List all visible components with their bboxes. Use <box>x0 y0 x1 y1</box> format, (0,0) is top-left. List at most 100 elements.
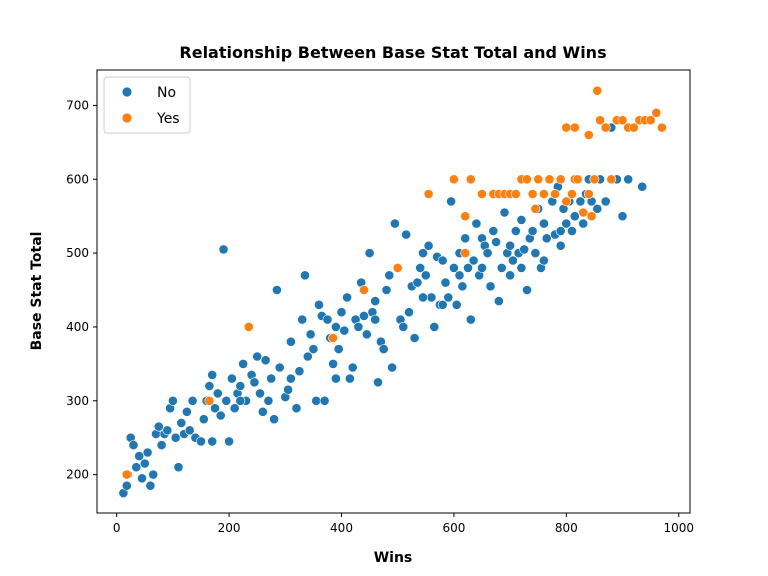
point-no <box>516 262 527 273</box>
point-yes <box>589 174 600 185</box>
point-no <box>291 403 302 414</box>
point-no <box>218 244 229 255</box>
point-no <box>359 310 369 321</box>
x-axis: 0 200 400 600 800 1000 <box>113 513 694 535</box>
point-no <box>142 447 153 458</box>
point-yes <box>448 174 459 185</box>
point-no <box>505 270 515 281</box>
point-no <box>505 240 515 251</box>
point-no <box>330 321 341 332</box>
point-no <box>600 196 611 207</box>
point-no <box>539 218 549 229</box>
point-yes <box>533 174 544 185</box>
point-no <box>229 403 240 414</box>
point-no <box>465 314 476 325</box>
point-yes <box>392 262 403 273</box>
point-no <box>437 299 448 310</box>
point-no <box>541 233 552 244</box>
point-yes <box>645 115 656 126</box>
point-yes <box>530 203 541 214</box>
point-no <box>347 362 358 373</box>
x-tick-label: 200 <box>218 521 241 535</box>
point-no <box>409 333 420 343</box>
point-no <box>378 344 389 354</box>
point-yes <box>583 189 594 199</box>
point-no <box>519 244 530 255</box>
point-no <box>162 425 173 436</box>
point-no <box>387 362 397 373</box>
point-no <box>370 314 381 325</box>
point-no <box>491 237 501 247</box>
point-yes <box>595 115 605 126</box>
point-no <box>527 226 538 236</box>
legend-marker-yes <box>121 112 133 124</box>
point-no <box>415 262 426 273</box>
point-no <box>567 226 577 236</box>
point-no <box>339 325 350 336</box>
point-no <box>285 373 296 384</box>
point-yes <box>578 207 589 218</box>
point-no <box>510 226 521 236</box>
point-no <box>516 214 527 225</box>
point-yes <box>606 174 617 185</box>
x-tick-label: 400 <box>330 521 353 535</box>
point-no <box>148 469 159 480</box>
point-no <box>440 277 451 288</box>
point-no <box>221 395 232 406</box>
point-no <box>263 395 274 406</box>
point-yes <box>121 469 132 480</box>
point-no <box>555 226 566 236</box>
point-no <box>429 321 440 332</box>
y-axis-title: Base Stat Total <box>29 232 45 351</box>
point-no <box>457 281 468 292</box>
point-no <box>260 355 271 366</box>
point-no <box>226 373 237 384</box>
point-no <box>238 358 248 369</box>
point-no <box>224 436 234 447</box>
point-no <box>353 321 364 332</box>
point-no <box>477 262 487 273</box>
point-no <box>451 299 462 310</box>
point-no <box>460 233 471 244</box>
point-no <box>300 270 310 281</box>
point-no <box>330 373 341 384</box>
legend: No Yes <box>103 76 191 134</box>
point-no <box>384 270 395 281</box>
plot-frame <box>96 69 691 514</box>
point-no <box>575 196 586 207</box>
point-no <box>364 248 375 258</box>
point-no <box>437 255 448 266</box>
point-no <box>283 384 293 395</box>
point-yes <box>617 115 628 126</box>
point-no <box>252 351 263 362</box>
point-yes <box>572 174 583 185</box>
y-tick-label: 200 <box>66 468 89 482</box>
point-no <box>361 329 372 340</box>
point-yes <box>460 248 471 258</box>
y-tick-label: 700 <box>66 98 89 112</box>
point-yes <box>243 321 254 332</box>
point-no <box>401 229 411 240</box>
point-no <box>173 462 184 473</box>
point-no <box>176 417 187 428</box>
point-no <box>145 480 156 491</box>
point-no <box>493 296 504 306</box>
point-yes <box>544 174 555 185</box>
point-no <box>373 377 383 388</box>
point-no <box>311 395 322 406</box>
point-no <box>184 425 195 436</box>
point-no <box>212 388 223 399</box>
point-no <box>333 344 344 354</box>
point-no <box>137 473 147 484</box>
point-no <box>235 381 246 391</box>
point-no <box>530 248 541 258</box>
point-no <box>578 218 589 229</box>
point-no <box>454 270 465 281</box>
point-yes <box>628 122 639 133</box>
point-no <box>637 181 648 192</box>
point-no <box>617 211 628 222</box>
point-no <box>623 174 634 185</box>
point-no <box>249 377 260 388</box>
point-yes <box>522 174 532 185</box>
point-yes <box>651 107 662 118</box>
